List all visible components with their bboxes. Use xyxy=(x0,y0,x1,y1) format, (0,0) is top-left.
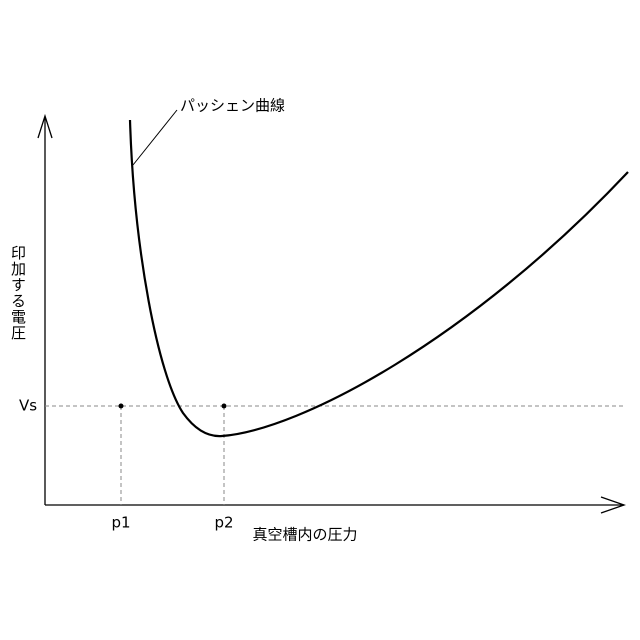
y-axis-label: 印加する電圧 xyxy=(9,245,27,341)
p1-point xyxy=(119,404,124,409)
p2-point xyxy=(222,404,227,409)
curve-label: パッシェン曲線 xyxy=(180,97,285,115)
background xyxy=(0,0,640,640)
p1-label: p1 xyxy=(111,514,130,532)
x-axis-label: 真空槽内の圧力 xyxy=(252,526,357,544)
diagram: パッシェン曲線 印加する電圧 真空槽内の圧力 Vs p1 p2 xyxy=(0,0,640,640)
threshold-label: Vs xyxy=(19,397,37,415)
p2-label: p2 xyxy=(214,514,233,532)
